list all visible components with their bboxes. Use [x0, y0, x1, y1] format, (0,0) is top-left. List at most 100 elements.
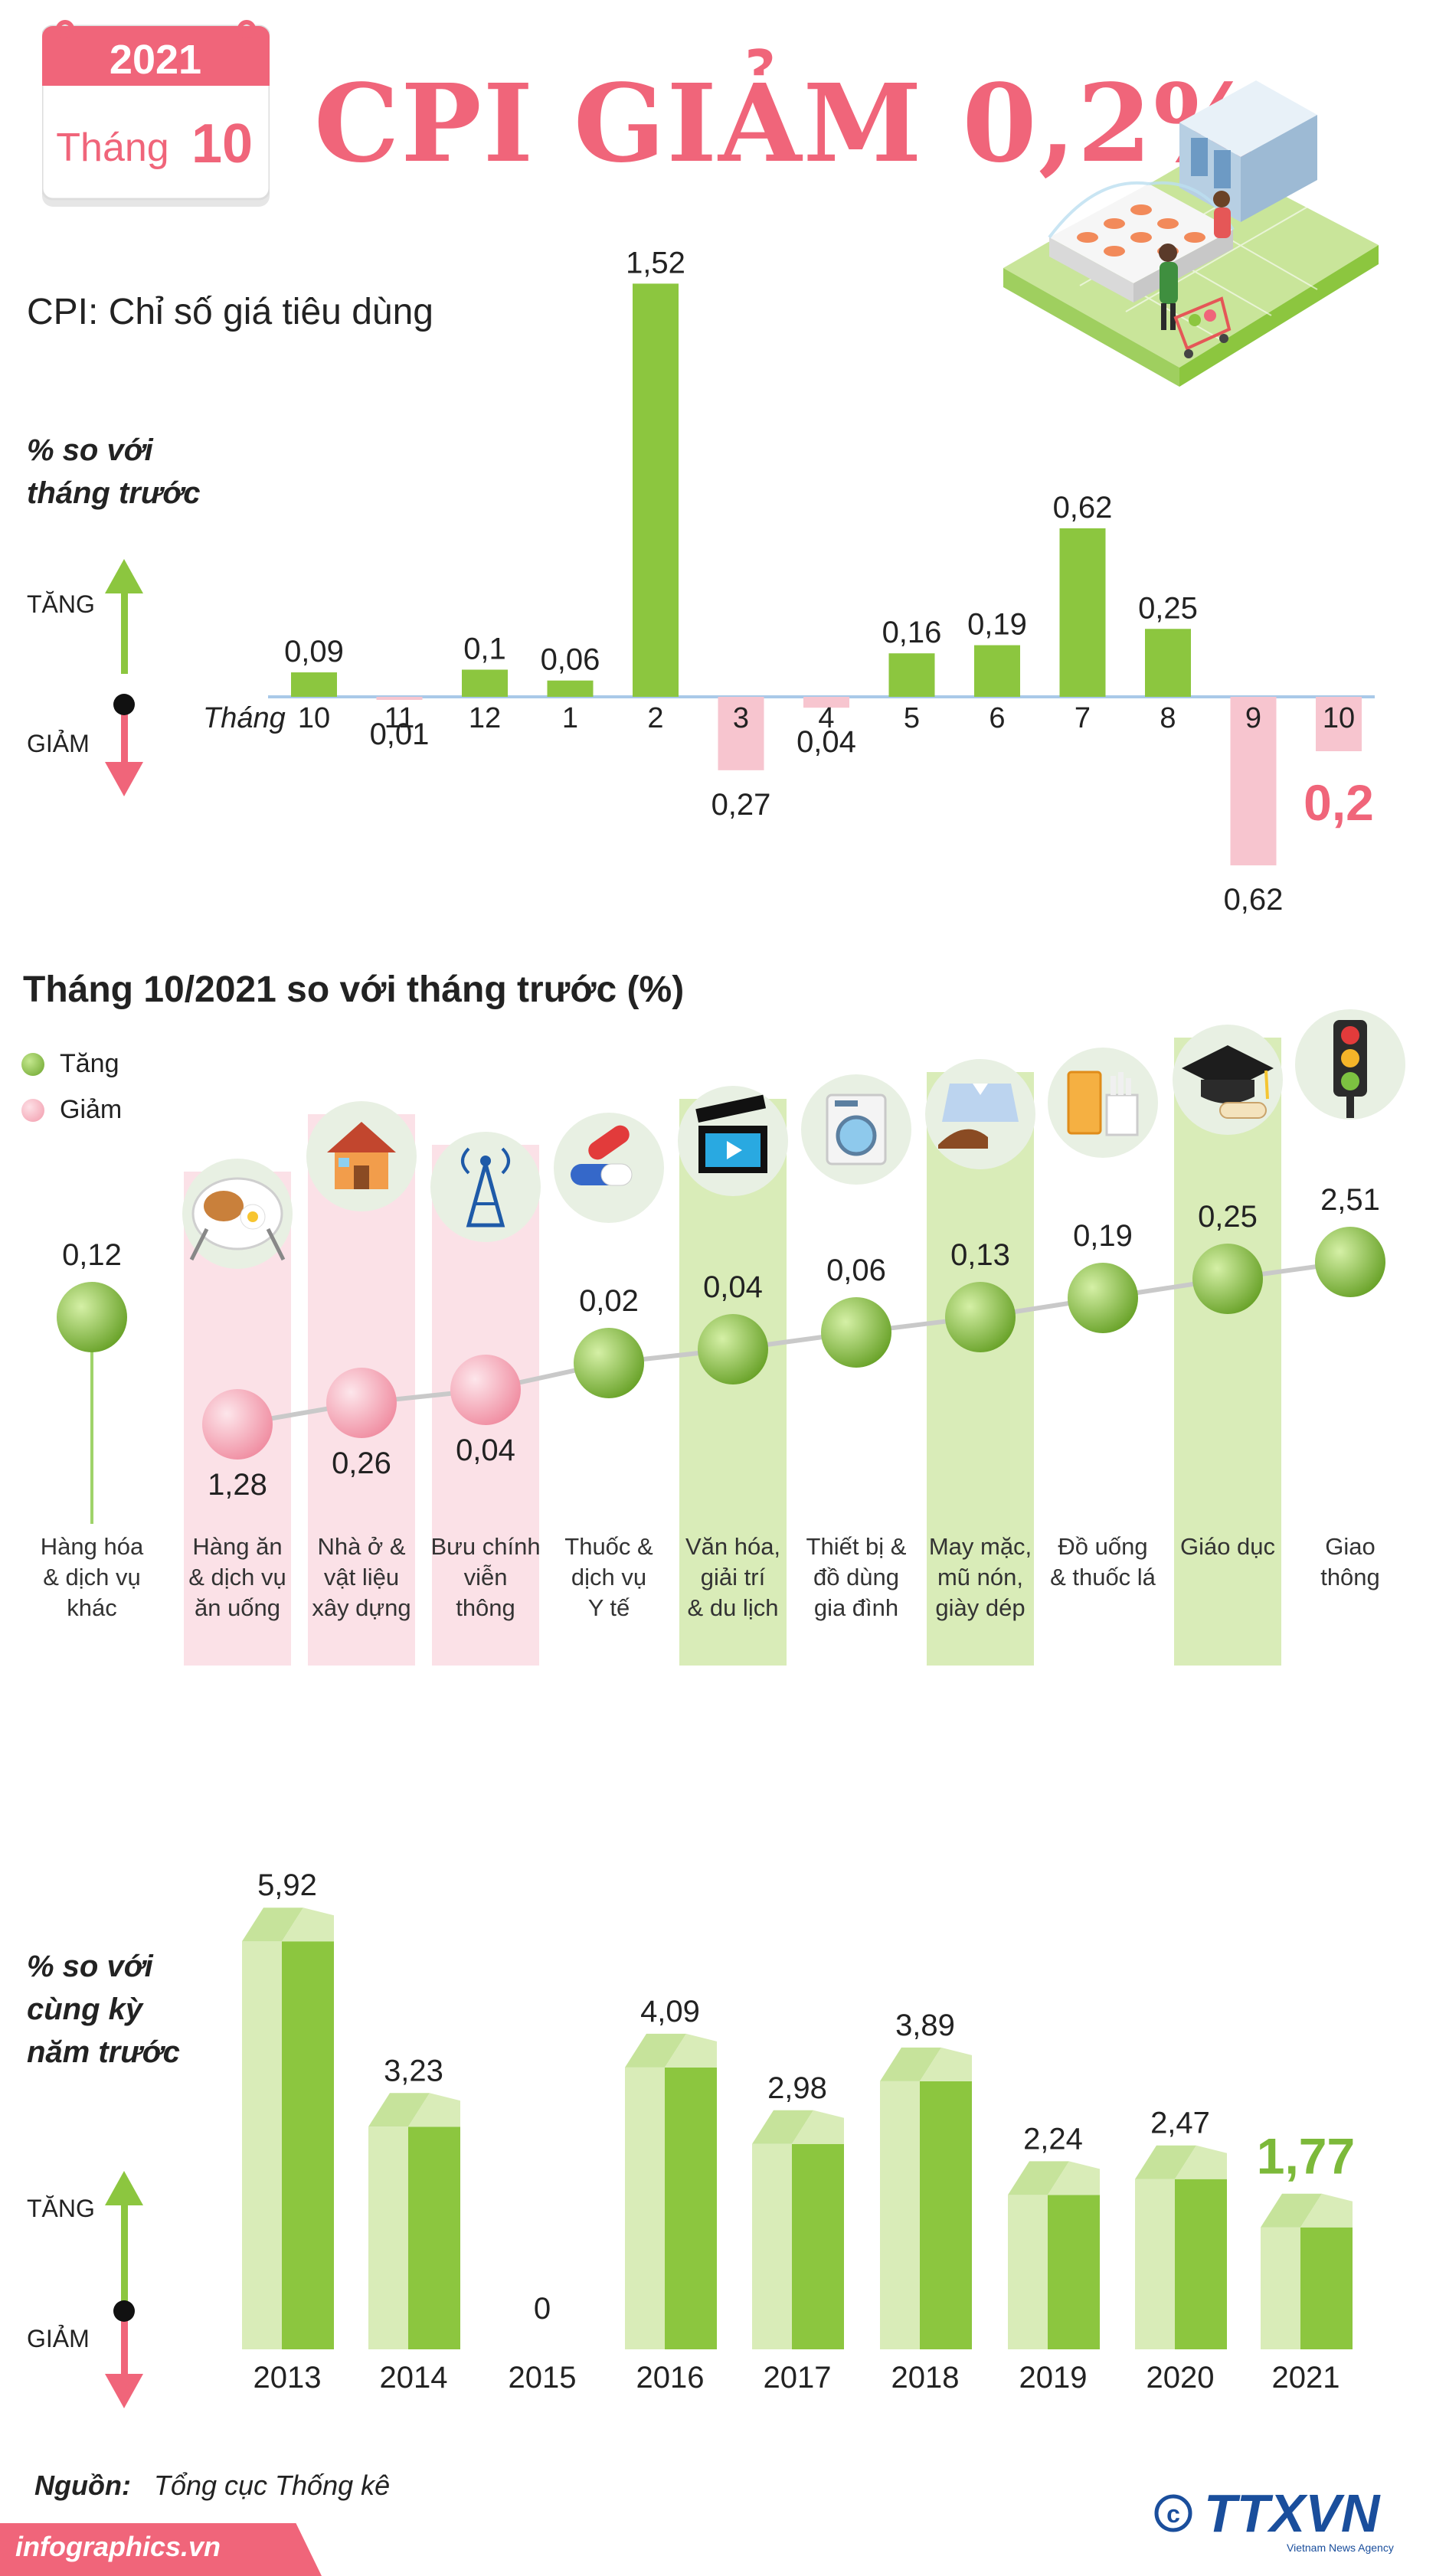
- bar-top-face: [665, 2033, 717, 2068]
- calendar-month-label: Tháng: [56, 126, 168, 170]
- tick-label: 2018: [891, 2361, 960, 2395]
- category-label: Thiết bị &: [806, 1533, 907, 1560]
- legend-up: Tăng: [21, 1049, 119, 1079]
- tick-label: 2015: [509, 2361, 577, 2395]
- highlight-band: [1174, 1038, 1281, 1666]
- data-label: 0,16: [882, 616, 942, 649]
- data-point: [202, 1389, 273, 1460]
- category-label: Bưu chính: [430, 1533, 540, 1560]
- data-label-highlight: 1,77: [1257, 2128, 1355, 2185]
- category-label: ăn uống: [195, 1594, 280, 1621]
- data-label: 0,27: [711, 788, 771, 822]
- bar-top: [368, 2093, 430, 2127]
- bar-side: [1135, 2179, 1175, 2349]
- tick-label: 2013: [254, 2361, 322, 2395]
- category-label: Hàng ăn: [192, 1533, 282, 1560]
- amber-light: [1341, 1049, 1359, 1067]
- source-note: Nguồn: Tổng cục Thống kê: [34, 2470, 390, 2502]
- glass: [1067, 1071, 1102, 1135]
- pack: [1105, 1093, 1139, 1136]
- door: [836, 1115, 877, 1156]
- yolk: [247, 1211, 258, 1222]
- legend-dot-green: [21, 1052, 44, 1076]
- tick-label: 2017: [764, 2361, 832, 2395]
- logo-text: TTXVN: [1204, 2483, 1381, 2543]
- data-label: 0,1: [463, 633, 506, 666]
- data-label: 1,52: [626, 246, 685, 280]
- tick-label: 10: [298, 702, 330, 734]
- data-label: 0,19: [967, 608, 1027, 642]
- category-label: & dịch vụ: [188, 1564, 286, 1590]
- tick-label: 1: [562, 702, 578, 734]
- data-point: [1315, 1227, 1385, 1297]
- data-label: 0,04: [456, 1433, 515, 1467]
- tick-label: 10: [1323, 702, 1355, 734]
- data-label: 2,98: [767, 2071, 827, 2105]
- data-label: 0,04: [703, 1270, 763, 1304]
- indicator-down-label: GIẢM: [27, 2325, 90, 2352]
- bar-side: [625, 2067, 665, 2349]
- tick-label: 2014: [380, 2361, 448, 2395]
- data-point: [698, 1314, 768, 1384]
- cig: [1126, 1078, 1131, 1095]
- traffic-light-icon-glyph: [1333, 1020, 1367, 1118]
- category-label: gia đình: [814, 1594, 898, 1621]
- tick-label: 2019: [1019, 2361, 1088, 2395]
- category-label: Thuốc &: [564, 1533, 653, 1560]
- category-label: đồ dùng: [813, 1564, 899, 1590]
- bar-top: [242, 1907, 303, 1942]
- legend-down-label: Giảm: [60, 1095, 123, 1124]
- data-label: 5,92: [257, 1868, 317, 1902]
- bar: [1048, 2195, 1100, 2349]
- data-label: 0,26: [332, 1447, 391, 1480]
- bar-top-face: [1175, 2145, 1227, 2179]
- bar: [920, 2081, 972, 2349]
- data-label: 0,62: [1053, 491, 1113, 525]
- legend-down: Giảm: [21, 1095, 122, 1125]
- bar: [974, 645, 1020, 697]
- data-label: 2,51: [1320, 1183, 1380, 1217]
- data-label: 0,09: [284, 635, 344, 669]
- tower: [466, 1156, 505, 1228]
- data-point: [450, 1355, 521, 1425]
- calendar-month-value: 10: [191, 113, 253, 175]
- section2-title: Tháng 10/2021 so với tháng trước (%): [23, 969, 685, 1010]
- legend-dot-pink: [21, 1098, 44, 1122]
- bar: [633, 283, 679, 697]
- cig: [1111, 1076, 1116, 1095]
- page-title: CPI GIẢM 0,2%: [314, 61, 1257, 187]
- subtitle: CPI: Chỉ số giá tiêu dùng: [27, 292, 433, 332]
- play: [727, 1141, 742, 1159]
- cig: [1118, 1072, 1124, 1095]
- category-label: xây dựng: [312, 1594, 411, 1621]
- tick-label: 11: [384, 702, 414, 734]
- data-label: 1,28: [208, 1468, 267, 1502]
- data-label-highlight: 0,2: [1304, 774, 1374, 831]
- clapper: [695, 1094, 767, 1123]
- bread: [204, 1191, 244, 1221]
- bar: [408, 2127, 460, 2349]
- unit-line: cùng kỳ: [27, 1992, 143, 2026]
- window: [339, 1158, 349, 1167]
- tick-label: 2021: [1272, 2361, 1340, 2395]
- data-label: 0,01: [370, 718, 430, 751]
- bar: [1059, 528, 1106, 697]
- data-point: [821, 1297, 891, 1368]
- bar: [376, 697, 423, 700]
- bar-side: [880, 2081, 920, 2349]
- yearly-cpi-chart: 5,92 2013 3,23 2014 0 2015 4,09 2016 2,98 2017 3,8…: [242, 1868, 1355, 2395]
- category-label: Đồ uống: [1058, 1533, 1147, 1560]
- category-label: & dịch vụ: [43, 1564, 141, 1590]
- data-point: [326, 1368, 397, 1438]
- calendar-year: 2021: [110, 37, 201, 83]
- data-label: 0,25: [1198, 1200, 1258, 1234]
- data-point: [945, 1282, 1016, 1352]
- bar-top: [880, 2047, 941, 2081]
- data-label: 0,12: [62, 1238, 122, 1272]
- category-label: Y tế: [588, 1594, 630, 1621]
- indicator-down-label: GIẢM: [27, 730, 90, 757]
- data-label: 2,47: [1150, 2107, 1210, 2140]
- bar-side: [752, 2143, 792, 2349]
- category-label: viễn: [464, 1564, 508, 1590]
- bar-side: [1261, 2227, 1300, 2349]
